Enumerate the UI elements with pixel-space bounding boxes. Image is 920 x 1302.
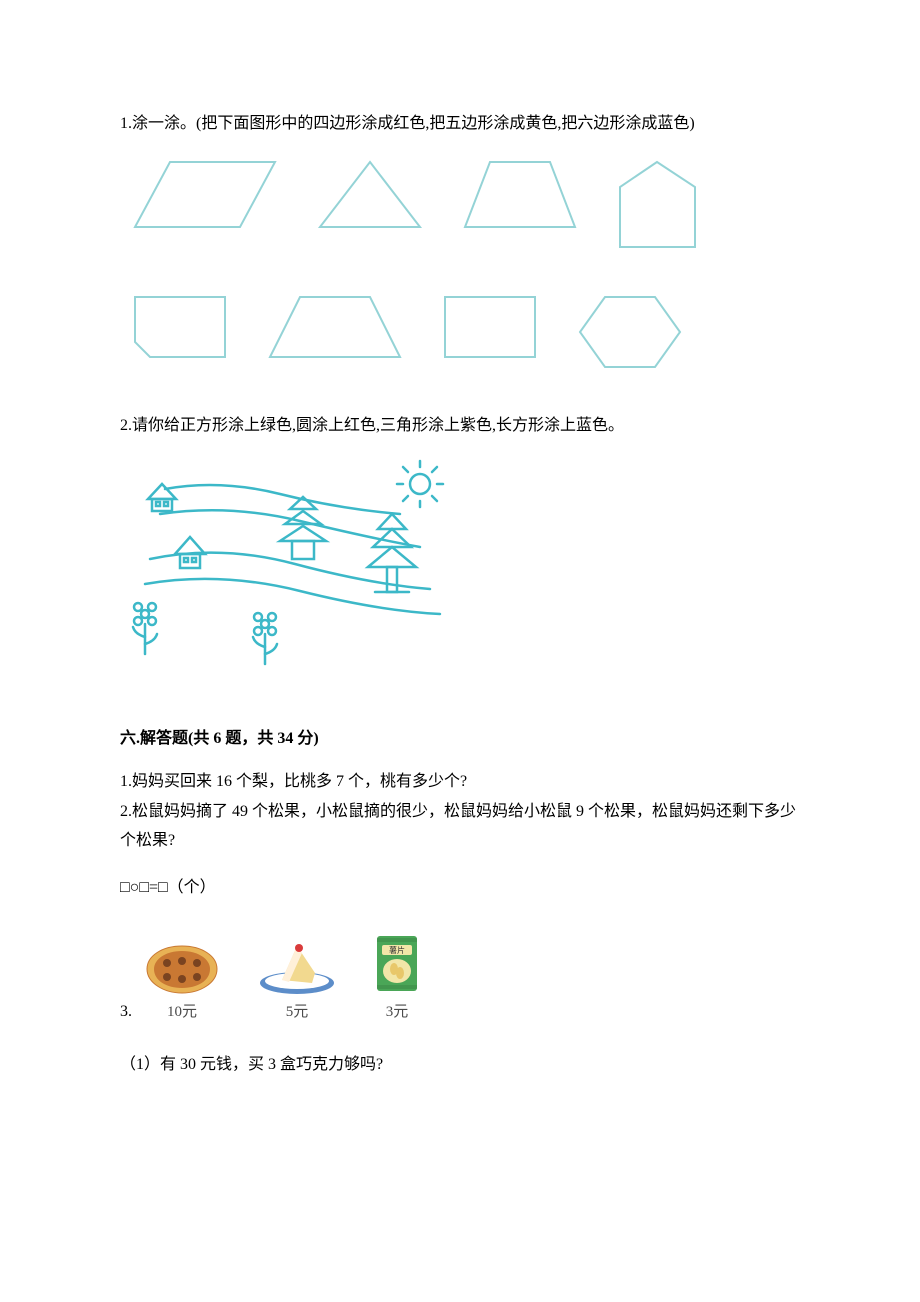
section-6-heading: 六.解答题(共 6 题，共 34 分) [120, 724, 800, 748]
shape-pentagon-cut [130, 292, 230, 372]
cake-price: 5元 [286, 1000, 309, 1021]
q1-text: 1.涂一涂。(把下面图形中的四边形涂成红色,把五边形涂成黄色,把六边形涂成蓝色) [120, 110, 800, 139]
products-row: 10元 5元 薯片 3元 [142, 931, 422, 1021]
shapes-row-1 [120, 157, 800, 252]
q6-2-equation: □○□=□（个） [120, 874, 800, 903]
shape-parallelogram [130, 157, 280, 252]
svg-text:薯片: 薯片 [389, 945, 405, 955]
cake-icon [257, 938, 337, 996]
shapes-row-2 [120, 292, 800, 372]
chocolate-icon [142, 941, 222, 996]
chips-icon: 薯片 [372, 931, 422, 996]
shape-rectangle [440, 292, 540, 372]
product-chocolate: 10元 [142, 941, 222, 1021]
q6-3-row: 3. 10元 5元 [120, 921, 800, 1036]
q6-3-sub1: （1）有 30 元钱，买 3 盒巧克力够吗? [120, 1051, 800, 1080]
product-cake: 5元 [257, 938, 337, 1021]
scene-image [120, 459, 800, 674]
shape-trapezoid-2 [265, 292, 405, 372]
q6-2-text: 2.松鼠妈妈摘了 49 个松果，小松鼠摘的很少，松鼠妈妈给小松鼠 9 个松果，松… [120, 798, 800, 856]
q6-1-text: 1.妈妈买回来 16 个梨，比桃多 7 个，桃有多少个? [120, 768, 800, 797]
product-chips: 薯片 3元 [372, 931, 422, 1021]
shape-hexagon [575, 292, 685, 372]
q2-text: 2.请你给正方形涂上绿色,圆涂上红色,三角形涂上紫色,长方形涂上蓝色。 [120, 412, 800, 441]
shape-triangle [315, 157, 425, 252]
chips-price: 3元 [386, 1000, 409, 1021]
chocolate-price: 10元 [167, 1000, 197, 1021]
shape-pentagon-house [615, 157, 700, 252]
q6-3-num: 3. [120, 1003, 132, 1021]
shape-trapezoid-1 [460, 157, 580, 252]
